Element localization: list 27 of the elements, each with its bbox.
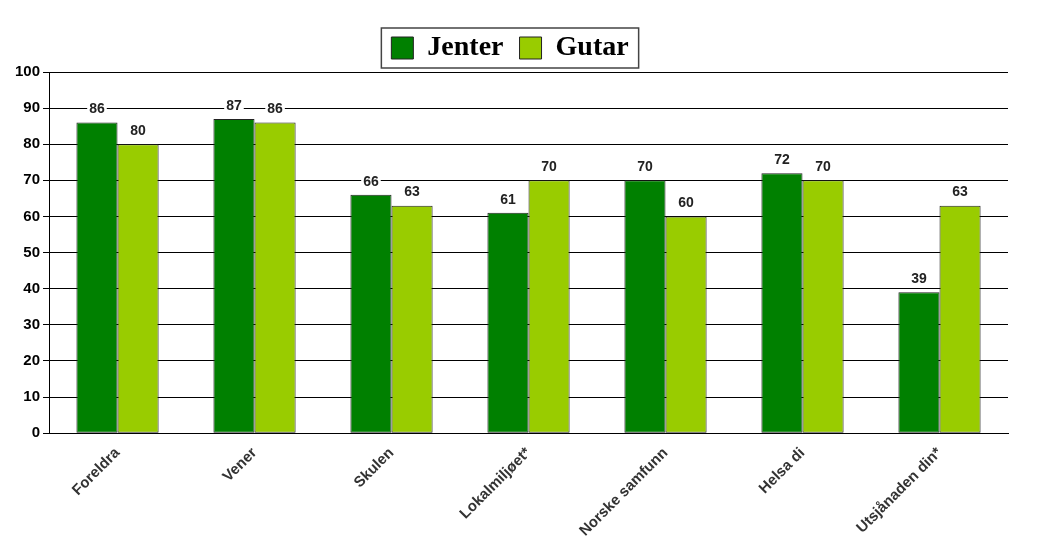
- data-label: 39: [911, 270, 927, 287]
- data-label: 60: [678, 194, 695, 211]
- y-tick-label: 30: [23, 314, 41, 332]
- data-label: 72: [774, 150, 790, 167]
- y-tick-label: 0: [31, 423, 41, 441]
- data-label: 70: [815, 158, 832, 175]
- y-tick-label: 20: [23, 351, 41, 369]
- y-tick-label: 50: [23, 242, 41, 260]
- y-tick-label: 100: [15, 62, 41, 80]
- data-label: 87: [226, 96, 242, 113]
- data-label: 63: [952, 183, 969, 200]
- y-tick-label: 10: [23, 387, 41, 405]
- y-tick-label: 60: [23, 206, 41, 224]
- data-label: 63: [404, 183, 421, 200]
- data-label: 80: [130, 122, 147, 139]
- data-label: 61: [500, 190, 516, 207]
- legend-label: Gutar: [555, 30, 629, 62]
- y-tick-label: 70: [23, 170, 41, 188]
- data-label: 70: [637, 158, 653, 175]
- data-label: 86: [89, 100, 105, 117]
- data-label: 70: [541, 158, 558, 175]
- data-label: 66: [363, 172, 379, 189]
- y-tick-label: 40: [23, 278, 41, 296]
- y-tick-label: 90: [23, 98, 41, 116]
- legend-label: Jenter: [427, 30, 504, 62]
- data-label: 86: [267, 100, 284, 117]
- y-tick-label: 80: [23, 134, 41, 152]
